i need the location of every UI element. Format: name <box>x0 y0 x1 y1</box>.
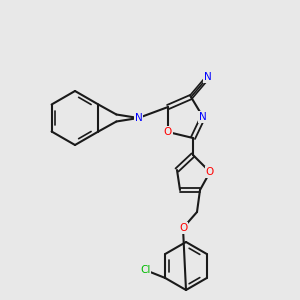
Text: N: N <box>134 113 142 123</box>
Text: N: N <box>204 72 212 82</box>
Text: O: O <box>206 167 214 177</box>
Text: O: O <box>164 127 172 137</box>
Text: N: N <box>199 112 207 122</box>
Text: Cl: Cl <box>140 265 150 275</box>
Text: O: O <box>179 223 187 233</box>
